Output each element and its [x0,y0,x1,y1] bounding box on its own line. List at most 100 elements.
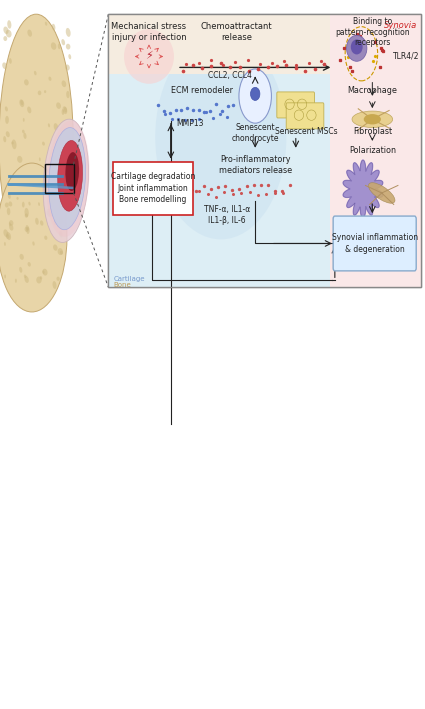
Ellipse shape [61,39,65,45]
Ellipse shape [26,188,31,195]
Text: Senescent
chondrocyte: Senescent chondrocyte [232,123,279,143]
Ellipse shape [40,276,42,279]
Ellipse shape [59,206,61,209]
Ellipse shape [28,193,33,201]
Ellipse shape [39,202,42,206]
Text: Senescent MSCs: Senescent MSCs [275,127,338,136]
Ellipse shape [20,99,24,107]
Ellipse shape [11,140,17,149]
Ellipse shape [6,234,9,239]
Ellipse shape [66,91,70,99]
Ellipse shape [24,79,29,86]
Ellipse shape [11,142,14,145]
Ellipse shape [9,58,12,64]
Ellipse shape [51,43,57,50]
Ellipse shape [25,227,28,232]
Ellipse shape [22,250,25,257]
Ellipse shape [57,213,62,221]
Ellipse shape [3,26,8,34]
Text: Chemoattractant
release: Chemoattractant release [201,23,272,43]
Ellipse shape [46,240,49,244]
Ellipse shape [47,208,51,217]
Ellipse shape [6,232,11,240]
Ellipse shape [19,267,23,273]
Ellipse shape [5,203,9,208]
Ellipse shape [17,156,23,163]
Ellipse shape [34,71,37,75]
Ellipse shape [55,242,58,247]
Ellipse shape [57,248,63,255]
Ellipse shape [20,254,24,259]
Ellipse shape [20,199,25,208]
Ellipse shape [124,29,174,84]
Ellipse shape [9,224,14,230]
Ellipse shape [3,220,7,227]
Ellipse shape [3,136,6,143]
Ellipse shape [62,106,67,114]
Ellipse shape [64,200,68,205]
Ellipse shape [6,30,11,38]
Ellipse shape [53,281,57,289]
Ellipse shape [0,163,67,312]
Ellipse shape [7,20,11,28]
Text: Fibroblast: Fibroblast [353,127,392,136]
Text: ⚡: ⚡ [145,52,153,62]
Bar [108,14,421,287]
Ellipse shape [50,196,55,203]
Ellipse shape [8,194,11,199]
Ellipse shape [48,123,50,128]
Ellipse shape [52,24,55,30]
Ellipse shape [22,130,25,133]
Ellipse shape [59,203,62,208]
Ellipse shape [60,208,62,213]
Text: TNF-α, IL1-α
IL1-β, IL-6: TNF-α, IL1-α IL1-β, IL-6 [204,206,250,225]
Ellipse shape [19,241,21,247]
Ellipse shape [346,35,367,61]
Ellipse shape [64,107,67,113]
Ellipse shape [25,231,30,239]
Ellipse shape [59,216,63,222]
Ellipse shape [58,140,82,211]
Ellipse shape [24,274,26,278]
Ellipse shape [45,226,47,231]
Ellipse shape [6,191,10,200]
Ellipse shape [43,247,46,255]
Ellipse shape [54,123,58,131]
Ellipse shape [5,116,9,124]
Ellipse shape [63,147,66,150]
Ellipse shape [58,43,60,49]
Ellipse shape [42,269,48,276]
Ellipse shape [20,100,23,105]
Ellipse shape [47,211,49,216]
Ellipse shape [39,157,41,161]
Ellipse shape [37,204,41,211]
Ellipse shape [0,14,73,269]
Ellipse shape [48,77,51,81]
Ellipse shape [66,28,71,37]
Text: TLR4/2: TLR4/2 [393,52,419,61]
Ellipse shape [56,102,61,109]
Ellipse shape [36,277,42,284]
Ellipse shape [22,201,25,208]
Text: ECM remodeler: ECM remodeler [171,86,233,95]
Text: Binding to
pattern-recognition
receptors: Binding to pattern-recognition receptors [335,17,410,48]
Ellipse shape [46,121,90,237]
Ellipse shape [59,174,61,177]
Ellipse shape [4,242,6,246]
Ellipse shape [22,252,25,260]
Ellipse shape [28,201,31,206]
Ellipse shape [25,213,28,218]
Ellipse shape [44,235,47,240]
Ellipse shape [155,35,286,240]
Ellipse shape [26,225,29,230]
Ellipse shape [38,202,40,206]
FancyBboxPatch shape [333,216,416,271]
Ellipse shape [31,218,33,223]
Ellipse shape [15,279,17,283]
Ellipse shape [65,65,70,71]
Ellipse shape [14,223,16,226]
Ellipse shape [9,213,11,217]
Bar [45,164,74,193]
Ellipse shape [25,276,29,283]
Ellipse shape [364,114,381,125]
